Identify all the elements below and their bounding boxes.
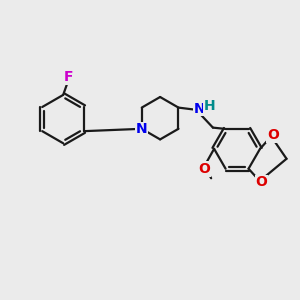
Text: O: O [267,128,279,142]
Text: F: F [64,70,74,84]
Text: N: N [194,102,206,116]
Text: H: H [203,99,215,113]
Text: O: O [256,175,267,189]
Text: O: O [199,162,211,176]
Text: N: N [135,122,147,136]
